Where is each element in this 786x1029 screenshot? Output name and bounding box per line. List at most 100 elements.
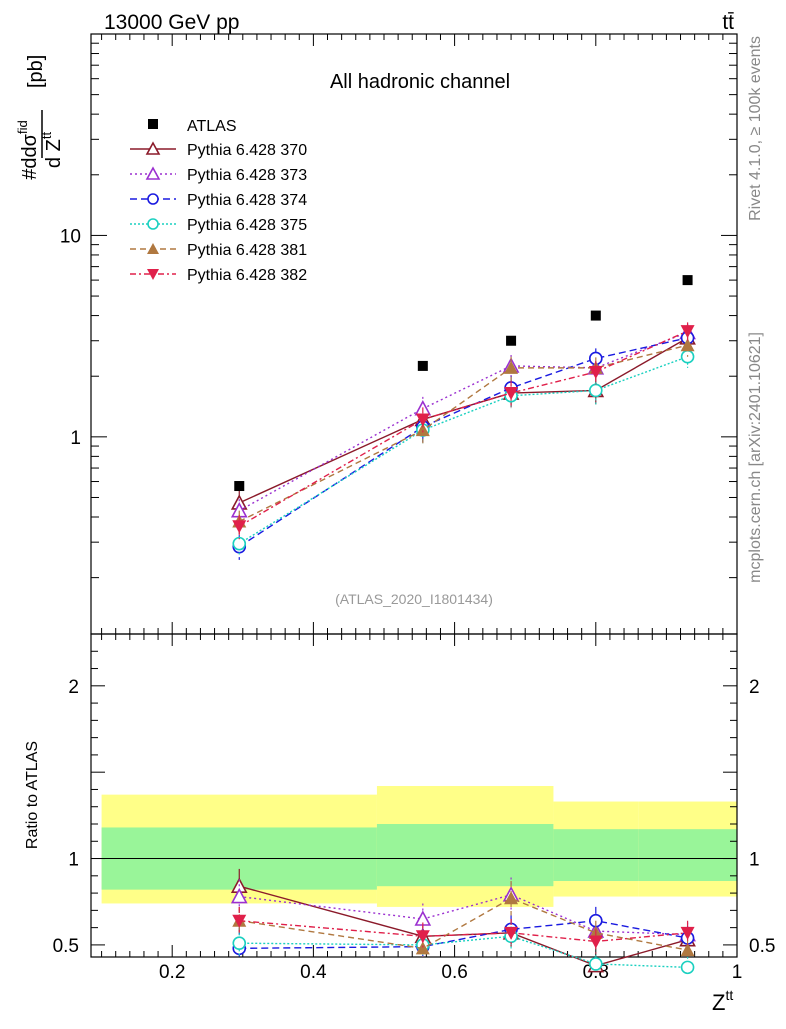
rivet-version-label: Rivet 4.1.0, ≥ 100k events <box>747 36 764 221</box>
data-point <box>504 360 519 374</box>
ratio-band-inner <box>638 829 737 881</box>
ratio-series-line <box>239 920 688 950</box>
header-energy-label: 13000 GeV pp <box>104 11 239 34</box>
ratio-point <box>415 941 430 955</box>
ratio-point <box>415 930 430 944</box>
ratio-point <box>680 943 695 957</box>
series-4 <box>232 335 695 534</box>
xlabel-sup: tt <box>725 987 733 1003</box>
x-tick-label: 1 <box>732 962 743 983</box>
ylabel-denom: d Z <box>43 139 65 168</box>
ratio-point <box>680 960 695 975</box>
ratio-point <box>588 957 603 971</box>
ratio-band-inner <box>376 824 554 887</box>
ylabel-denom-sup: tt <box>39 132 54 140</box>
legend-label: Pythia 6.428 382 <box>187 267 307 284</box>
analysis-label: (ATLAS_2020_I1801434) <box>335 591 493 607</box>
ratio-point <box>230 887 248 904</box>
ratio-y-tick-label-right: 1 <box>749 850 760 871</box>
legend-marker <box>145 166 161 180</box>
series-2 <box>232 328 695 560</box>
y-tick-label: 1 <box>70 428 81 449</box>
series-line <box>238 331 688 512</box>
ylabel-numer-sup: fid <box>15 120 30 134</box>
data-point <box>680 325 695 339</box>
x-tick-label: 0.2 <box>159 962 185 983</box>
legend-marker <box>147 269 159 280</box>
ratio-y-tick-label-right: 0.5 <box>749 936 775 957</box>
data-point <box>588 383 603 398</box>
ratio-frame <box>90 633 738 958</box>
ratio-y-axis-label: Ratio to ATLAS <box>24 741 41 849</box>
legend-marker-atlas <box>148 119 158 129</box>
ratio-series-5 <box>232 906 695 954</box>
svg-text:#ddσfid: #ddσfid <box>15 120 41 179</box>
ratio-point <box>680 926 695 940</box>
ratio-y-tick-label: 1 <box>68 850 79 871</box>
legend-label: Pythia 6.428 373 <box>187 167 307 184</box>
legend-label: Pythia 6.428 381 <box>187 242 307 259</box>
y-axis-label: #ddσfid d Ztt [pb] <box>15 55 65 180</box>
ratio-panel: 0.2 0.4 0.6 0.8 1 0.5 0.5 1 1 2 2 <box>53 622 775 983</box>
legend-label: Pythia 6.428 375 <box>187 217 307 234</box>
legend-label-atlas: ATLAS <box>187 118 237 135</box>
legend-marker <box>147 193 159 205</box>
data-point <box>588 365 603 379</box>
ratio-point <box>504 926 519 940</box>
series-line <box>238 344 688 523</box>
ratio-band-inner <box>553 829 639 881</box>
legend-label: Pythia 6.428 374 <box>187 192 307 209</box>
data-point <box>680 338 695 352</box>
reference-point <box>506 335 517 346</box>
data-point <box>232 520 247 534</box>
mcplots-label: mcplots.cern.ch [arXiv:2401.10621] <box>747 332 764 583</box>
legend: ATLAS Pythia 6.428 370 Pythia 6.428 373 Pyt… <box>130 118 307 284</box>
series-line <box>238 330 688 527</box>
data-point <box>415 413 430 427</box>
xlabel-main: Z <box>712 990 725 1015</box>
series-0 <box>230 328 696 517</box>
legend-marker <box>145 141 161 155</box>
ratio-series-2 <box>232 906 695 957</box>
svg-text:d Ztt: d Ztt <box>39 132 65 169</box>
ylabel-numer2: dσ <box>19 133 41 157</box>
ylabel-numer: #d <box>19 157 41 179</box>
series-5 <box>232 322 695 540</box>
x-tick-label: 0.8 <box>583 962 609 983</box>
x-axis-label: Ztt <box>712 987 733 1015</box>
main-panel: 1 10 <box>60 33 738 635</box>
reference-point <box>590 310 601 321</box>
reference-point <box>234 481 245 492</box>
ratio-y-tick-label: 0.5 <box>53 936 79 957</box>
series-3 <box>232 346 695 557</box>
ratio-y-tick-label-right: 2 <box>749 677 760 698</box>
chart-title: All hadronic channel <box>330 71 510 93</box>
data-point <box>232 536 247 551</box>
ratio-y-tick-label: 2 <box>68 677 79 698</box>
ylabel-unit: [pb] <box>25 55 47 88</box>
header-process-label: tt̄ <box>722 11 734 34</box>
series-line <box>238 337 688 548</box>
x-tick-label: 0.6 <box>441 962 467 983</box>
ratio-series-line <box>239 897 688 951</box>
legend-marker <box>147 218 159 230</box>
data-point <box>415 423 430 437</box>
ratio-series-line <box>239 920 688 943</box>
ratio-point <box>232 936 247 950</box>
reference-point <box>682 275 693 286</box>
legend-label: Pythia 6.428 370 <box>187 142 307 159</box>
data-point <box>504 387 519 401</box>
ratio-point <box>504 891 519 905</box>
x-tick-label: 0.4 <box>300 962 327 983</box>
series-line <box>238 337 688 504</box>
series-1 <box>230 323 696 524</box>
ratio-point <box>232 914 247 928</box>
ratio-point <box>588 935 603 949</box>
legend-marker <box>147 243 159 254</box>
reference-series <box>234 275 693 492</box>
reference-point <box>417 360 428 371</box>
series-line <box>238 356 688 545</box>
y-tick-label: 10 <box>60 226 81 247</box>
